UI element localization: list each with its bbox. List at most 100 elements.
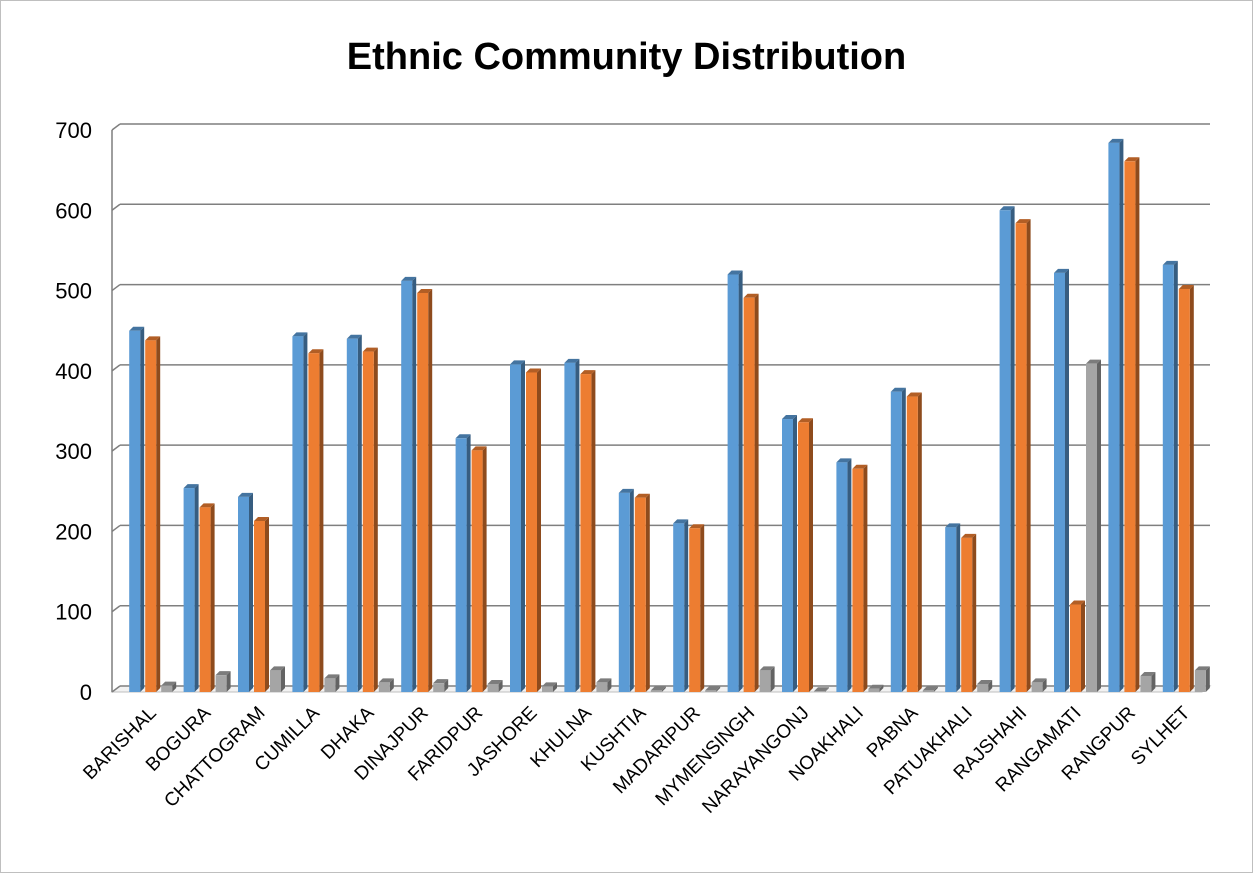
bar-front: [433, 683, 445, 692]
y-axis-ticks: 0 100 200 300 400 500 600 700: [55, 118, 92, 705]
y-tick-label: 700: [55, 118, 92, 143]
bar-side: [591, 370, 596, 692]
bar-top: [759, 666, 775, 671]
bar: [961, 533, 977, 692]
bar: [650, 686, 666, 692]
bar: [906, 392, 922, 692]
gridline-depth: [111, 444, 121, 452]
bar-top: [689, 524, 705, 529]
bar-front: [145, 340, 157, 692]
bar-front: [254, 520, 265, 692]
bar-side: [972, 533, 977, 692]
bar-front: [510, 364, 521, 692]
bar-side: [281, 666, 285, 692]
bar-front: [673, 523, 685, 692]
bar-front: [782, 419, 793, 692]
bar: [977, 679, 993, 692]
bar-side: [140, 326, 145, 692]
bar-top: [238, 492, 253, 497]
bar-front: [183, 488, 195, 692]
bar-top: [161, 681, 177, 686]
bar-front: [308, 353, 320, 692]
bar-top: [1108, 138, 1124, 143]
bar-top: [977, 679, 993, 684]
bar-front: [798, 422, 809, 692]
bar: [945, 523, 961, 692]
bar-side: [1010, 206, 1015, 693]
bar-front: [743, 297, 755, 692]
bar-side: [1205, 666, 1210, 692]
bar-top: [324, 674, 340, 679]
bar-front: [1194, 670, 1206, 692]
bar: [362, 347, 378, 692]
bar: [145, 336, 161, 692]
bar-top: [868, 684, 884, 689]
bar-top: [1070, 600, 1085, 605]
bar: [308, 349, 324, 692]
bar-front: [417, 292, 429, 692]
bar: [689, 524, 705, 692]
bar-front: [1178, 288, 1190, 692]
bar: [346, 334, 362, 692]
bar-front: [455, 438, 467, 692]
bar-front: [564, 362, 576, 692]
bar-side: [412, 276, 417, 692]
bar-side: [466, 434, 471, 692]
y-tick-label: 0: [80, 680, 92, 705]
bar: [1070, 600, 1085, 692]
bar-front: [977, 683, 989, 692]
bar-top: [455, 434, 471, 439]
bar-front: [1162, 264, 1174, 692]
bar: [1162, 260, 1178, 692]
bar-side: [1189, 284, 1194, 692]
bar: [743, 293, 759, 692]
bar-side: [428, 288, 433, 692]
bar: [1054, 268, 1069, 692]
bar-front: [1140, 675, 1152, 692]
bar-front: [868, 688, 880, 692]
bar-top: [852, 464, 868, 469]
bar-top: [346, 334, 362, 339]
bar: [401, 276, 417, 692]
gridline-depth: [111, 364, 121, 372]
bar-side: [1119, 138, 1124, 693]
bar-front: [401, 280, 413, 692]
bar-front: [727, 274, 739, 692]
bar-top: [378, 678, 394, 683]
bar: [922, 686, 938, 692]
chart-title: Ethnic Community Distribution: [346, 36, 907, 78]
bar-front: [705, 690, 717, 692]
bar: [634, 493, 650, 692]
bar: [618, 488, 634, 692]
bar-top: [362, 347, 378, 352]
bar-top: [1162, 260, 1178, 265]
bar-front: [1108, 142, 1120, 693]
bar: [292, 332, 308, 692]
bar-side: [194, 484, 199, 692]
bar-top: [308, 349, 324, 354]
bar-side: [249, 492, 253, 692]
bar-top: [183, 484, 199, 489]
bar: [471, 446, 487, 692]
x-tick-label: BARISHAL: [79, 703, 160, 784]
gridlines: [110, 123, 1212, 693]
bar-top: [743, 293, 759, 298]
bar-top: [727, 270, 743, 275]
bar-front: [836, 462, 848, 692]
bar-side: [956, 523, 961, 692]
bar-top: [1031, 678, 1047, 683]
bar-side: [319, 349, 324, 692]
bar: [1086, 359, 1101, 692]
bar-front: [199, 507, 211, 692]
bar-front: [890, 391, 902, 692]
bar-front: [999, 210, 1011, 693]
bar-front: [580, 374, 592, 692]
bar-side: [716, 686, 721, 692]
bar-front: [270, 670, 281, 692]
bar-top: [634, 493, 650, 498]
bar-side: [770, 666, 775, 692]
bar-side: [172, 681, 177, 692]
bar: [254, 516, 269, 692]
bar: [1108, 138, 1124, 693]
